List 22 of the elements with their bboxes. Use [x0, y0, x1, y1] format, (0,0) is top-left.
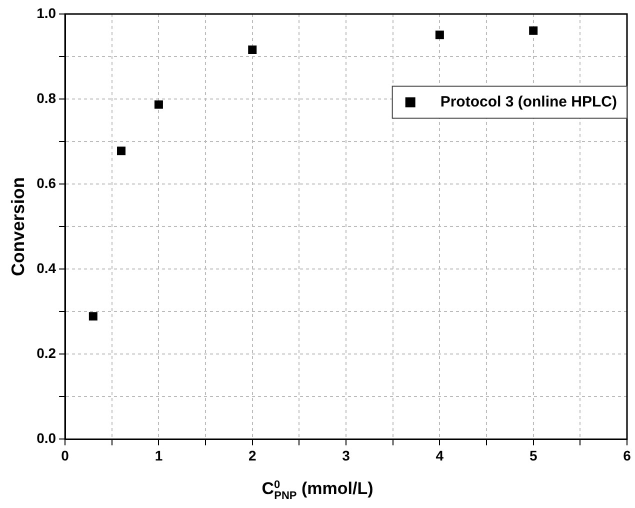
x-tick-label: 6	[623, 447, 632, 464]
y-axis-title: Conversion	[8, 177, 28, 276]
x-tick-label: 2	[248, 447, 256, 464]
x-tick-label: 1	[154, 447, 163, 464]
y-tick-label: 1.0	[36, 4, 56, 21]
x-axis-title: C$^{0}$$_{PNP}$ (mmol/L)	[260, 479, 374, 502]
y-tick-label: 0.2	[36, 345, 56, 362]
x-tick-label: 3	[342, 447, 350, 464]
y-tick-label: 0.4	[36, 260, 56, 276]
y-tick-label: 0.0	[36, 430, 56, 446]
y-tick-label: 0.8	[36, 90, 56, 106]
point	[154, 100, 163, 109]
x-tick-label: 4	[436, 447, 444, 464]
y-tick-label: 0.6	[36, 174, 56, 191]
legend-label: Protocol 3 (online HPLC)	[440, 93, 618, 110]
x-tick-label: 5	[529, 447, 538, 464]
point	[248, 45, 257, 54]
point	[435, 30, 444, 40]
point	[117, 146, 126, 156]
point	[529, 26, 538, 35]
x-tick-label: 0	[61, 447, 70, 464]
point	[88, 312, 98, 321]
